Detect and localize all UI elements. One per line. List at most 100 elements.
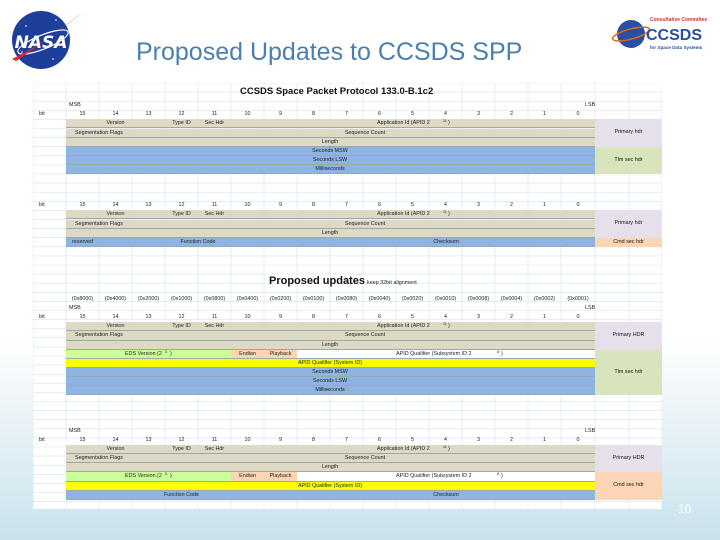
field-type-id	[165, 119, 198, 129]
field-endian	[231, 472, 264, 482]
field-seg-flags	[66, 219, 132, 229]
length-label: Length	[321, 341, 339, 348]
field-apid	[231, 210, 595, 220]
version-label: Version	[106, 323, 125, 330]
eds-close: )	[170, 473, 172, 480]
apid-qualifier-sub-label: APID Qualifier (Subsystem ID 2	[396, 350, 472, 357]
bit-number: 5	[411, 314, 414, 321]
apid-label: Application Id (APID 2	[377, 323, 430, 330]
hex-mask: (0x0400)	[236, 296, 259, 303]
bit-number: 4	[444, 202, 447, 209]
lsb-label: LSB	[585, 102, 596, 109]
field-function-code	[66, 490, 297, 500]
field-seq-count	[132, 331, 595, 341]
apid-sub-close: )	[501, 350, 503, 357]
seq-count-label: Sequence Count	[344, 220, 386, 227]
bit-number: 15	[79, 111, 86, 118]
hex-mask: (0x2000)	[137, 296, 160, 303]
field-seconds_lsw	[66, 376, 595, 387]
bit-number: 12	[178, 314, 185, 321]
bit-number: 1	[543, 314, 546, 321]
page-number: 10	[678, 502, 692, 516]
hex-mask: (0x1000)	[170, 296, 193, 303]
playback-label: Playback	[269, 350, 292, 357]
bit-label: bit	[39, 202, 45, 209]
field-sec-hdr	[198, 119, 231, 129]
bit-number: 3	[477, 202, 480, 209]
bit-number: 0	[576, 437, 580, 444]
eds-exponent: 5	[165, 349, 167, 354]
seg-flags-label: Segmentation Flags	[75, 332, 123, 339]
slide-title: Proposed Updates to CCSDS SPP	[136, 38, 523, 66]
hex-mask: (0x0040)	[368, 296, 391, 303]
apid-qualifier-label: APID Qualifier (System ID)	[297, 482, 363, 489]
lsb-label: LSB	[585, 427, 596, 434]
seconds_msw-label: Seconds MSW	[312, 147, 348, 154]
seg-flags-label: Segmentation Flags	[75, 129, 123, 136]
bit-number: 10	[244, 314, 251, 321]
seg-flags-label: Segmentation Flags	[75, 455, 123, 462]
field-type-id	[165, 322, 198, 332]
hex-mask: (0x0200)	[269, 296, 292, 303]
bit-number: 2	[510, 314, 513, 321]
playback-label: Playback	[269, 473, 292, 480]
version-label: Version	[106, 446, 125, 453]
msb-label: MSB	[69, 305, 81, 312]
bit-number: 1	[543, 202, 546, 209]
field-type-id	[165, 210, 198, 220]
bit-number: 12	[178, 111, 185, 118]
field-apid	[231, 119, 595, 129]
bit-number: 13	[145, 202, 152, 209]
apid-exponent: 11	[443, 445, 447, 450]
bit-label: bit	[39, 437, 45, 444]
bit-number: 5	[411, 202, 414, 209]
apid-exponent: 11	[443, 119, 447, 124]
bit-number: 0	[576, 202, 580, 209]
bit-number: 12	[178, 437, 185, 444]
type-id-label: Type ID	[172, 211, 191, 218]
field-milliseconds	[66, 164, 595, 174]
checksum-label: Checksum	[433, 491, 459, 498]
ccsds-wordmark: CCSDS	[646, 27, 702, 44]
hex-mask: (0x0020)	[401, 296, 424, 303]
checksum-label: Checksum	[433, 238, 459, 245]
apid-sub-close: )	[501, 473, 503, 480]
apid-exponent: 11	[443, 210, 447, 215]
apid-close: )	[448, 211, 450, 218]
bit-number: 13	[145, 111, 152, 118]
field-version	[66, 119, 165, 129]
field-apid	[231, 322, 595, 332]
function-code-label: Function Code	[180, 238, 216, 245]
bit-number: 12	[178, 202, 185, 209]
apid-label: Application Id (APID 2	[377, 211, 430, 218]
nasa-logo: NASA	[6, 4, 90, 74]
side-primary-hdr: Primary hdr	[595, 210, 662, 238]
apid-sub-exponent: 8	[497, 349, 499, 354]
bit-number: 3	[477, 437, 480, 444]
field-checksum	[297, 490, 595, 500]
field-seg-flags	[66, 454, 132, 464]
bit-number: 3	[477, 314, 480, 321]
eds-close: )	[170, 350, 172, 357]
bit-number: 14	[112, 111, 119, 118]
apid-close: )	[448, 120, 450, 127]
side-primary-hdr: Primary hdr	[595, 119, 662, 147]
apid-label: Application Id (APID 2	[377, 446, 430, 453]
field-seconds_lsw	[66, 155, 595, 165]
eds-exponent: 5	[165, 472, 167, 477]
type-id-label: Type ID	[172, 323, 191, 330]
sec-hdr-label: Sec Hdr	[204, 211, 225, 218]
reserved-label: reserved	[72, 238, 93, 245]
bit-number: 9	[279, 202, 282, 209]
svg-text:NASA: NASA	[15, 33, 68, 53]
length-label: Length	[321, 464, 339, 471]
lsb-label: LSB	[585, 305, 596, 312]
field-length	[66, 137, 595, 147]
eds-version-label: EDS Version (2	[125, 473, 162, 480]
bit-number: 7	[345, 111, 348, 118]
milliseconds-label: Milliseconds	[315, 165, 345, 172]
endian-label: Endian	[239, 350, 256, 357]
bit-number: 11	[211, 202, 218, 209]
apid-close: )	[448, 323, 450, 330]
field-playback	[264, 472, 297, 482]
